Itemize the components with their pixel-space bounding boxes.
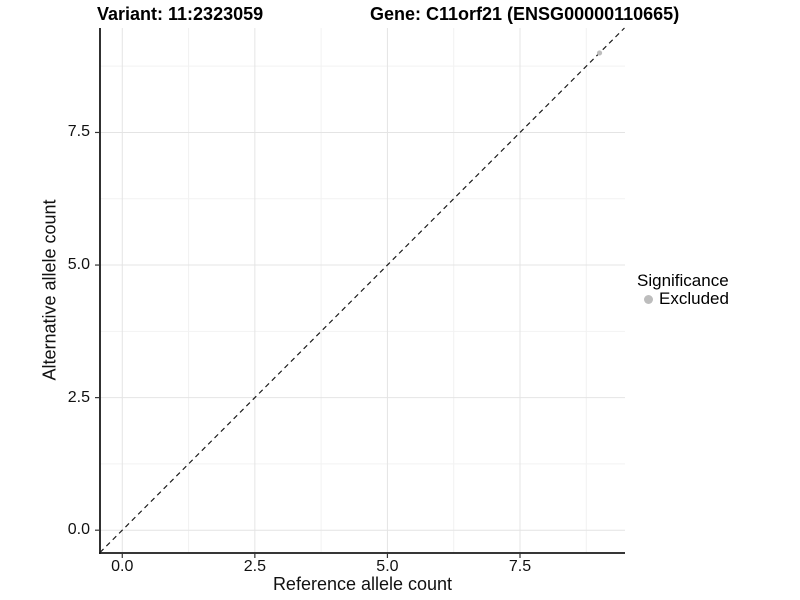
excluded-point-icon [644,294,653,304]
x-axis-title: Reference allele count [272,574,453,594]
y-tick-label: 2.5 [67,388,90,406]
data-point-excluded [596,50,603,56]
y-tick-label: 0.0 [67,521,90,539]
y-axis-title: Alternative allele count [39,199,60,381]
plot-title-gene: Gene: C11orf21 (ENSG00000110665) [370,4,680,24]
legend-item-excluded: Excluded [644,289,729,309]
legend-title: Significance [637,271,729,290]
legend-item-label: Excluded [659,289,729,308]
identity-reference-line [99,27,625,553]
x-tick-label: 2.5 [243,558,266,575]
y-tick-label: 7.5 [67,123,90,141]
plot-title-variant: Variant: 11:2323059 [97,4,264,24]
x-tick-label: 5.0 [376,558,399,575]
y-tick-label: 5.0 [67,256,90,274]
x-tick-label: 7.5 [508,558,532,575]
x-tick-label: 0.0 [111,558,134,575]
